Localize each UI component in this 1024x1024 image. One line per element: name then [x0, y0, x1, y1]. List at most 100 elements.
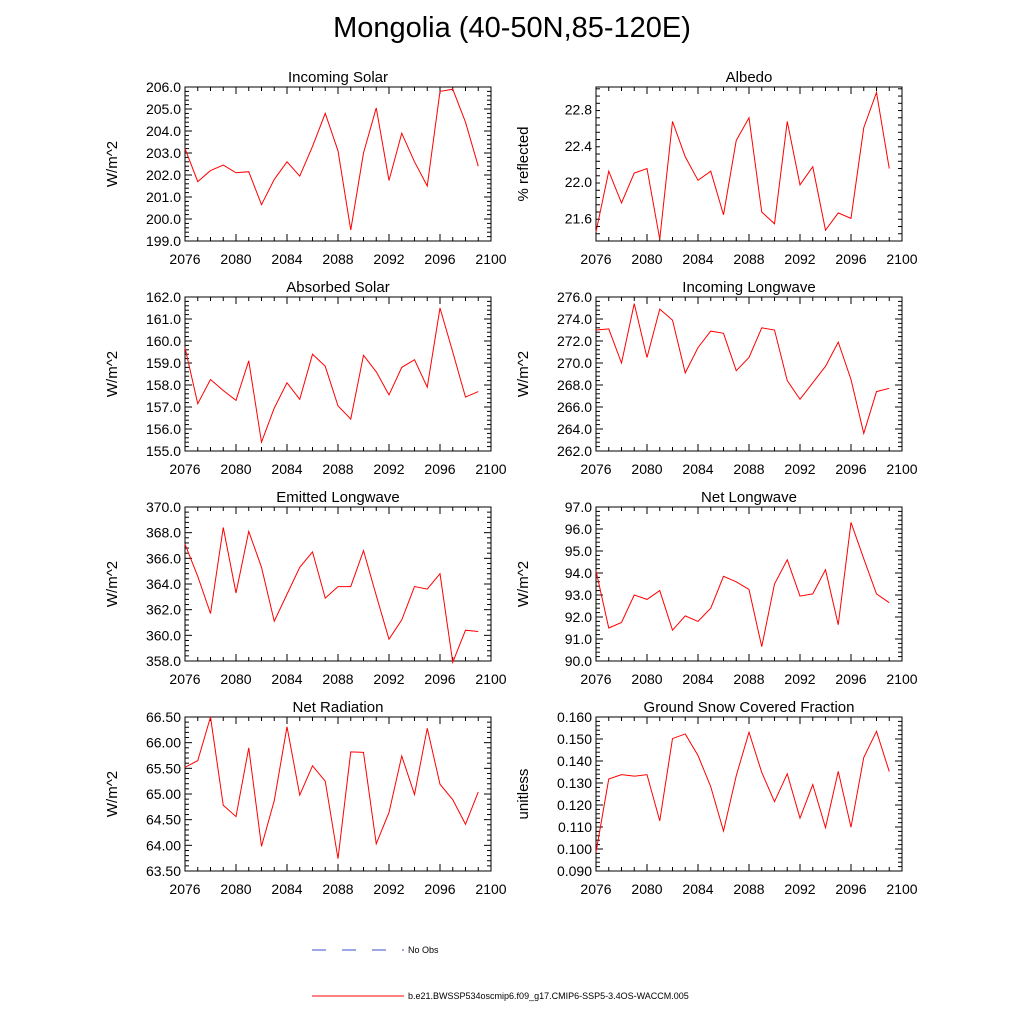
series-line-net-longwave	[595, 522, 890, 647]
x-tick-label: 2096	[835, 671, 866, 687]
x-tick-label: 2092	[784, 461, 815, 477]
y-tick-label: 199.0	[146, 233, 181, 249]
panel-title: Incoming Longwave	[682, 279, 815, 296]
x-tick-label: 2100	[886, 461, 917, 477]
x-tick-label: 2096	[835, 461, 866, 477]
y-tick-label: 274.0	[557, 311, 592, 327]
plot-frame	[184, 296, 492, 452]
panel-ground-snow-covered-fraction: Ground Snow Covered Fraction unitless 2076…	[515, 699, 918, 897]
y-tick-label: 264.0	[557, 421, 592, 437]
y-tick-label: 202.0	[146, 167, 181, 183]
x-tick-label: 2092	[784, 671, 815, 687]
x-tick-label: 2080	[631, 881, 662, 897]
y-tick-label: 93.0	[565, 587, 592, 603]
y-tick-label: 362.0	[146, 602, 181, 618]
y-axis-label: % reflected	[515, 126, 532, 201]
y-tick-label: 64.00	[146, 837, 181, 853]
plot-frame	[184, 86, 492, 242]
x-tick-label: 2084	[271, 881, 302, 897]
x-tick-label: 2092	[373, 461, 404, 477]
y-tick-label: 0.090	[557, 863, 592, 879]
y-tick-label: 22.0	[565, 174, 592, 190]
panel-incoming-longwave: Incoming Longwave W/m^2 2076 2080 2084 2088 20…	[515, 279, 918, 477]
series-line-ground-snow-covered-fraction	[595, 729, 890, 853]
y-tick-label: 364.0	[146, 576, 181, 592]
legend-model-label: b.e21.BWSSP534oscmip6.f09_g17.CMIP6-SSP5…	[408, 991, 689, 1001]
y-axis-label: unitless	[515, 769, 532, 820]
y-tick-label: 276.0	[557, 289, 592, 305]
x-tick-label: 2088	[322, 461, 353, 477]
y-tick-label: 0.140	[557, 753, 592, 769]
panel-title: Ground Snow Covered Fraction	[644, 699, 855, 716]
panel-title: Absorbed Solar	[286, 279, 389, 296]
series-line-albedo	[595, 90, 890, 240]
panel-title: Albedo	[726, 69, 773, 86]
x-tick-label: 2088	[733, 461, 764, 477]
y-axis-label: W/m^2	[104, 771, 121, 817]
y-axis-label: W/m^2	[104, 351, 121, 397]
x-tick-label: 2092	[784, 881, 815, 897]
y-tick-label: 90.0	[565, 653, 592, 669]
plot-frame	[595, 86, 903, 242]
x-tick-label: 2088	[733, 671, 764, 687]
x-tick-label: 2080	[220, 881, 251, 897]
x-tick-label: 2076	[580, 881, 611, 897]
y-tick-label: 159.0	[146, 355, 181, 371]
y-tick-label: 66.00	[146, 735, 181, 751]
panel-title: Net Radiation	[293, 699, 384, 716]
x-tick-label: 2076	[169, 671, 200, 687]
y-tick-label: 160.0	[146, 333, 181, 349]
x-tick-label: 2080	[631, 671, 662, 687]
series-line-absorbed-solar	[184, 307, 479, 445]
y-tick-label: 162.0	[146, 289, 181, 305]
x-tick-label: 2092	[784, 251, 815, 267]
y-tick-label: 92.0	[565, 609, 592, 625]
y-tick-label: 21.6	[565, 210, 592, 226]
x-tick-label: 2100	[475, 251, 506, 267]
x-tick-label: 2084	[271, 671, 302, 687]
x-tick-label: 2088	[322, 881, 353, 897]
panel-net-radiation: Net Radiation W/m^2 2076 2080 2084 2088 2092 20…	[104, 699, 507, 897]
y-tick-label: 270.0	[557, 355, 592, 371]
x-tick-label: 2084	[682, 461, 713, 477]
x-tick-label: 2080	[220, 671, 251, 687]
y-tick-label: 0.160	[557, 709, 592, 725]
y-tick-label: 0.130	[557, 775, 592, 791]
y-tick-label: 65.50	[146, 760, 181, 776]
y-tick-label: 366.0	[146, 550, 181, 566]
x-tick-label: 2096	[424, 251, 455, 267]
legend: No Obs b.e21.BWSSP534oscmip6.f09_g17.CMI…	[312, 945, 689, 1001]
y-tick-label: 360.0	[146, 627, 181, 643]
y-tick-label: 206.0	[146, 79, 181, 95]
x-tick-label: 2084	[271, 461, 302, 477]
panel-title: Net Longwave	[701, 489, 797, 506]
x-tick-label: 2092	[373, 251, 404, 267]
y-tick-label: 22.8	[565, 102, 592, 118]
y-tick-label: 358.0	[146, 653, 181, 669]
y-tick-label: 272.0	[557, 333, 592, 349]
y-tick-label: 200.0	[146, 211, 181, 227]
y-tick-label: 201.0	[146, 189, 181, 205]
x-tick-label: 2088	[322, 671, 353, 687]
series-line-incoming-longwave	[595, 303, 890, 436]
y-tick-label: 368.0	[146, 525, 181, 541]
y-tick-label: 95.0	[565, 543, 592, 559]
plot-frame	[184, 716, 492, 872]
panel-absorbed-solar: Absorbed Solar W/m^2 2076 2080 2084 2088 2092 2…	[104, 279, 507, 477]
x-tick-label: 2096	[835, 251, 866, 267]
x-tick-label: 2076	[580, 251, 611, 267]
series-line-net-radiation	[184, 716, 479, 859]
x-tick-label: 2100	[886, 671, 917, 687]
x-tick-label: 2096	[424, 461, 455, 477]
x-tick-label: 2096	[424, 881, 455, 897]
x-tick-label: 2076	[169, 251, 200, 267]
panel-title: Incoming Solar	[288, 69, 388, 86]
x-tick-label: 2080	[631, 251, 662, 267]
y-tick-label: 66.50	[146, 709, 181, 725]
y-tick-label: 0.150	[557, 731, 592, 747]
x-tick-label: 2080	[220, 461, 251, 477]
y-tick-label: 157.0	[146, 399, 181, 415]
legend-no-obs-label: No Obs	[408, 945, 439, 955]
x-tick-label: 2084	[682, 251, 713, 267]
